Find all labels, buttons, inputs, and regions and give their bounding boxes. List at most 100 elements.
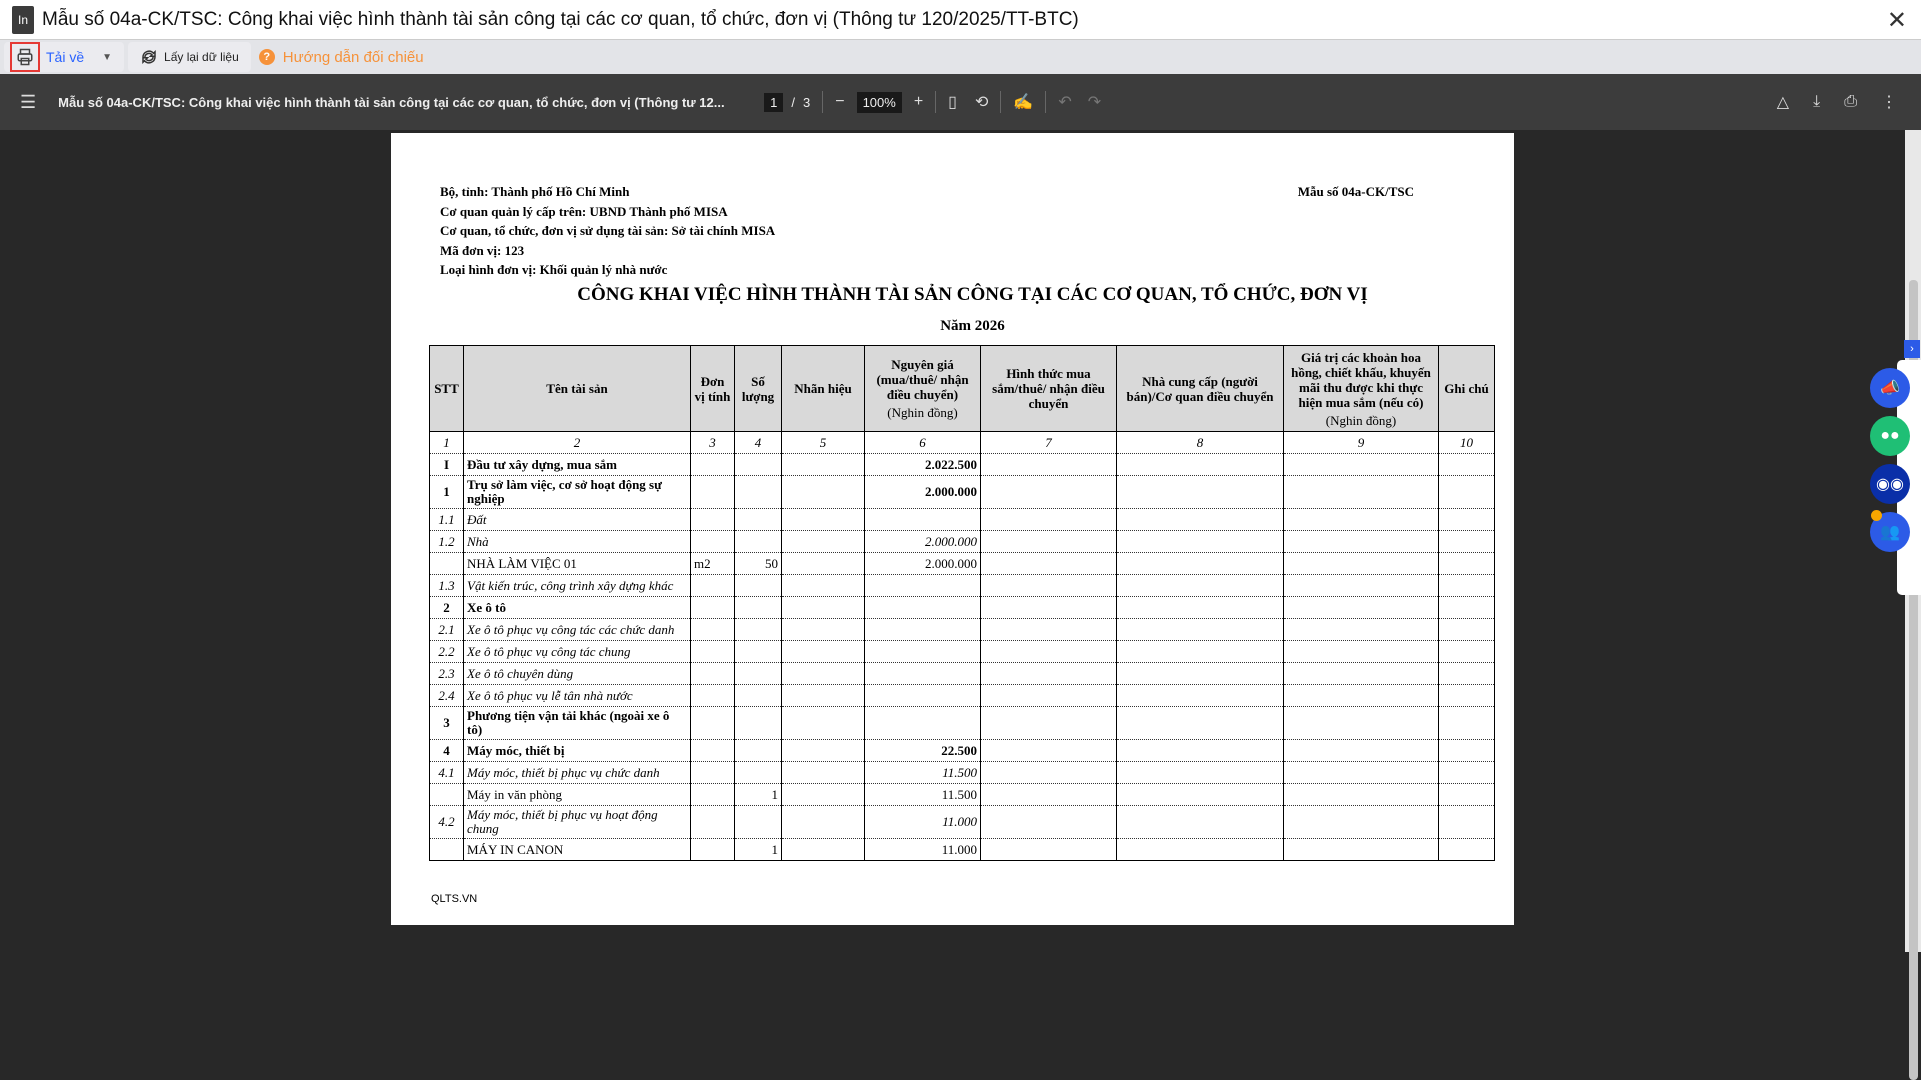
table-row: 4 Máy móc, thiết bị 22.500 (429, 739, 1495, 762)
cell-stt (429, 552, 464, 575)
cell-empty (1283, 783, 1439, 806)
megaphone-icon[interactable]: 📣 (1870, 368, 1910, 408)
printer-icon[interactable]: ⎙ (1844, 93, 1857, 110)
close-icon[interactable]: ✕ (1886, 7, 1907, 34)
cell-cost (864, 618, 981, 641)
print-button[interactable] (10, 42, 40, 72)
cell-brand (781, 783, 865, 806)
cell-stt: 3 (429, 706, 464, 740)
notification-badge (1871, 510, 1882, 521)
column-number: 7 (980, 431, 1117, 454)
cell-cost (864, 684, 981, 707)
chevron-down-icon[interactable]: ▼ (102, 51, 113, 63)
cell-empty (1438, 640, 1495, 663)
cell-unit (690, 640, 735, 663)
column-label: Ghi chú (1444, 381, 1489, 396)
cell-cost (864, 662, 981, 685)
table-row: 1.1 Đất (429, 508, 1495, 531)
cell-empty (1283, 453, 1439, 476)
guide-link[interactable]: ? Hướng dẫn đối chiếu (258, 49, 424, 66)
cell-cost: 11.000 (864, 838, 981, 861)
cell-cost: 11.500 (864, 761, 981, 784)
cell-empty (1116, 838, 1284, 861)
table-row: NHÀ LÀM VIỆC 01 m2 50 2.000.000 (429, 552, 1495, 575)
cell-name: Xe ô tô (463, 596, 691, 619)
fit-page-icon[interactable]: ▯ (948, 94, 957, 111)
cell-qty (734, 508, 782, 531)
table-row: 3 Phương tiện vận tải khác (ngoài xe ô tô… (429, 706, 1495, 740)
cell-empty (980, 662, 1117, 685)
download-button[interactable]: Tải về (46, 49, 85, 65)
document-title: CÔNG KHAI VIỆC HÌNH THÀNH TÀI SẢN CÔNG T… (577, 284, 1368, 305)
cell-unit (690, 805, 735, 839)
page-number-input[interactable]: 1 (764, 92, 784, 112)
cell-empty (1438, 475, 1495, 509)
cell-empty (1283, 530, 1439, 553)
cell-qty (734, 453, 782, 476)
cell-qty (734, 618, 782, 641)
zoom-input[interactable]: 100% (856, 91, 902, 113)
cell-empty (1438, 739, 1495, 762)
asset-table: STT Tên tài sản Đơn vị tính Số lượng Nhãn hi… (429, 345, 1495, 861)
cell-cost: 2.022.500 (864, 453, 981, 476)
cell-empty (1438, 574, 1495, 597)
cell-stt (429, 783, 464, 806)
download-group: Tải về ▼ (4, 42, 125, 72)
cell-brand (781, 805, 865, 839)
cell-name: Máy móc, thiết bị (463, 739, 691, 762)
cell-empty (980, 552, 1117, 575)
divider (822, 91, 824, 113)
cell-stt: 4 (429, 739, 464, 762)
cell-name: Máy móc, thiết bị phục vụ hoạt động chun… (463, 805, 691, 839)
cell-empty (980, 640, 1117, 663)
cell-stt (429, 838, 464, 861)
table-row: 1.2 Nhà 2.000.000 (429, 530, 1495, 553)
cell-empty (980, 684, 1117, 707)
cell-empty (1438, 761, 1495, 784)
scrollbar-thumb[interactable] (1909, 280, 1918, 1080)
cell-stt: 2.3 (429, 662, 464, 685)
column-label: Giá trị các khoản hoa hồng, chiết khấu, … (1291, 349, 1431, 410)
table-row: 2.2 Xe ô tô phục vụ công tác chung (429, 640, 1495, 663)
cell-empty (1283, 706, 1439, 740)
undo-icon[interactable]: ↶ (1058, 94, 1072, 111)
cell-empty (1283, 805, 1439, 839)
cell-brand (781, 508, 865, 531)
cell-unit: m2 (690, 552, 735, 575)
reload-button[interactable]: Lấy lại dữ liệu (128, 42, 251, 72)
cell-empty (1283, 574, 1439, 597)
cell-brand (781, 574, 865, 597)
table-row: 4.1 Máy móc, thiết bị phục vụ chức danh 11… (429, 761, 1495, 784)
cell-unit (690, 783, 735, 806)
column-header: Đơn vị tính (690, 345, 735, 432)
cell-brand (781, 453, 865, 476)
cell-empty (1283, 662, 1439, 685)
divider (935, 91, 937, 113)
rotate-icon[interactable]: ⟲ (974, 94, 989, 111)
cell-name: Vật kiến trúc, công trình xây dựng khác (463, 574, 691, 597)
redo-icon[interactable]: ↷ (1087, 94, 1102, 111)
download-icon[interactable]: ⤓ (1813, 93, 1821, 110)
column-header: STT (429, 345, 464, 432)
cell-cost: 2.000.000 (864, 552, 981, 575)
divider (1045, 91, 1047, 113)
zoom-in-icon[interactable]: + (913, 93, 924, 110)
cell-qty: 1 (734, 838, 782, 861)
robot-icon[interactable]: ◉◉ (1870, 464, 1910, 504)
annotate-icon[interactable]: ✍ (1013, 94, 1034, 111)
collapse-widget-button[interactable]: › (1904, 340, 1920, 358)
drive-add-icon[interactable]: △ (1776, 94, 1790, 111)
cell-name: Nhà (463, 530, 691, 553)
chat-icon[interactable]: ●● (1870, 416, 1910, 456)
cell-empty (1283, 508, 1439, 531)
cell-empty (980, 838, 1117, 861)
menu-icon[interactable]: ☰ (20, 91, 37, 112)
more-icon[interactable]: ⋮ (1881, 94, 1897, 111)
cell-cost (864, 596, 981, 619)
column-label: Nhãn hiệu (794, 381, 852, 396)
cell-unit (690, 684, 735, 707)
cell-stt: 1 (429, 475, 464, 509)
cell-empty (980, 783, 1117, 806)
cell-cost (864, 706, 981, 740)
zoom-out-icon[interactable]: − (835, 93, 845, 110)
